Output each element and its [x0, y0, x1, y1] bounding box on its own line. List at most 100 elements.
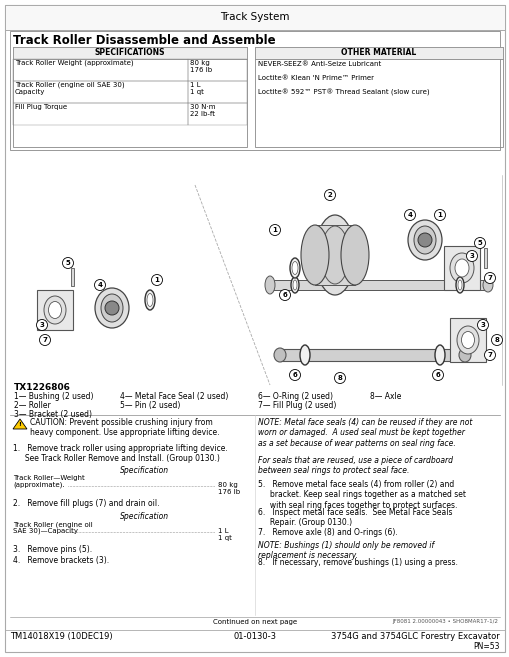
- Text: 1— Bushing (2 used): 1— Bushing (2 used): [14, 392, 93, 401]
- Text: PN=53: PN=53: [472, 642, 499, 651]
- Text: OTHER MATERIAL: OTHER MATERIAL: [341, 48, 416, 57]
- Ellipse shape: [457, 280, 461, 290]
- Text: 5: 5: [477, 240, 482, 246]
- Bar: [483, 248, 486, 268]
- Ellipse shape: [293, 280, 296, 290]
- Text: 4: 4: [407, 212, 412, 218]
- Text: Capacity: Capacity: [15, 89, 45, 95]
- Text: 7: 7: [42, 337, 47, 343]
- Text: 1 L: 1 L: [190, 82, 200, 88]
- Ellipse shape: [413, 226, 435, 254]
- Text: 4— Metal Face Seal (2 used): 4— Metal Face Seal (2 used): [120, 392, 228, 401]
- Text: 3— Bracket (2 used): 3— Bracket (2 used): [14, 410, 92, 419]
- Text: 22 lb-ft: 22 lb-ft: [190, 111, 215, 117]
- Text: 7.   Remove axle (8) and O-rings (6).: 7. Remove axle (8) and O-rings (6).: [258, 528, 397, 537]
- Text: 1 qt: 1 qt: [217, 535, 232, 541]
- Bar: [10, 31, 499, 150]
- Text: 8: 8: [337, 375, 342, 381]
- Text: Track Roller (engine oil: Track Roller (engine oil: [13, 521, 93, 528]
- Ellipse shape: [454, 259, 468, 277]
- Text: 3: 3: [469, 253, 473, 259]
- Text: 6: 6: [435, 372, 439, 378]
- Text: 7: 7: [487, 275, 492, 281]
- Circle shape: [476, 319, 488, 330]
- Ellipse shape: [147, 294, 153, 307]
- Text: NEVER-SEEZ® Anti-Seize Lubricant: NEVER-SEEZ® Anti-Seize Lubricant: [258, 61, 381, 67]
- Bar: [37, 290, 73, 330]
- Bar: [13, 81, 188, 103]
- Circle shape: [269, 225, 280, 235]
- Bar: [443, 246, 479, 290]
- Circle shape: [484, 350, 495, 361]
- Text: 8: 8: [494, 337, 498, 343]
- Circle shape: [151, 275, 162, 286]
- Text: SPECIFICATIONS: SPECIFICATIONS: [95, 48, 165, 57]
- Circle shape: [484, 273, 495, 284]
- Ellipse shape: [341, 225, 369, 285]
- Text: 6.   Inspect metal face seals.  See Metal Face Seals
     Repair. (Group 0130.): 6. Inspect metal face seals. See Metal F…: [258, 508, 451, 528]
- Ellipse shape: [48, 302, 62, 319]
- Ellipse shape: [458, 348, 470, 362]
- Text: Track Roller Weight (approximate): Track Roller Weight (approximate): [15, 60, 133, 66]
- Ellipse shape: [449, 253, 473, 283]
- Ellipse shape: [434, 345, 444, 365]
- Text: 7: 7: [487, 352, 492, 358]
- Text: NOTE: Metal face seals (4) can be reused if they are not
worn or damaged.  A use: NOTE: Metal face seals (4) can be reused…: [258, 418, 471, 448]
- Ellipse shape: [290, 258, 299, 278]
- Ellipse shape: [320, 226, 348, 284]
- Circle shape: [491, 334, 501, 346]
- Text: JF8081 2.00000043 • SHO8MAR17-1/2: JF8081 2.00000043 • SHO8MAR17-1/2: [391, 619, 497, 624]
- Text: SAE 30)—Capacity: SAE 30)—Capacity: [13, 528, 78, 535]
- Text: 1: 1: [437, 212, 442, 218]
- Circle shape: [473, 237, 485, 248]
- Text: 176 lb: 176 lb: [190, 67, 212, 73]
- Text: Track Roller—Weight: Track Roller—Weight: [13, 475, 84, 481]
- Text: 8.   If necessary, remove bushings (1) using a press.: 8. If necessary, remove bushings (1) usi…: [258, 558, 457, 567]
- Circle shape: [404, 210, 415, 221]
- Text: 1: 1: [154, 277, 159, 283]
- Circle shape: [466, 250, 476, 261]
- Text: 4: 4: [97, 282, 102, 288]
- Bar: [13, 47, 246, 147]
- Ellipse shape: [291, 277, 298, 293]
- Text: Loctite® 592™ PST® Thread Sealant (slow cure): Loctite® 592™ PST® Thread Sealant (slow …: [258, 89, 429, 96]
- Ellipse shape: [273, 348, 286, 362]
- Text: Loctite® Klean 'N Prime™ Primer: Loctite® Klean 'N Prime™ Primer: [258, 75, 373, 81]
- Bar: [13, 47, 246, 59]
- Ellipse shape: [299, 345, 309, 365]
- Circle shape: [94, 279, 105, 290]
- Text: 1.   Remove track roller using appropriate lifting device.
     See Track Roller: 1. Remove track roller using appropriate…: [13, 444, 228, 463]
- Text: 6: 6: [292, 372, 297, 378]
- Text: !: !: [18, 422, 21, 428]
- Text: 5: 5: [66, 260, 70, 266]
- Text: Track System: Track System: [220, 12, 289, 22]
- Ellipse shape: [265, 276, 274, 294]
- Circle shape: [432, 369, 443, 380]
- Text: 6— O-Ring (2 used): 6— O-Ring (2 used): [258, 392, 332, 401]
- Text: 3754G and 3754GLC Forestry Excavator: 3754G and 3754GLC Forestry Excavator: [331, 632, 499, 641]
- Text: 1: 1: [272, 227, 277, 233]
- Bar: [13, 103, 188, 125]
- Text: 6: 6: [282, 292, 287, 298]
- Text: 2: 2: [327, 192, 332, 198]
- Ellipse shape: [44, 296, 66, 324]
- Ellipse shape: [101, 294, 123, 322]
- Ellipse shape: [456, 326, 478, 354]
- Text: CAUTION: Prevent possible crushing injury from
heavy component. Use appropriate : CAUTION: Prevent possible crushing injur…: [30, 418, 219, 438]
- Bar: [13, 59, 188, 81]
- Polygon shape: [13, 419, 27, 429]
- Bar: [71, 268, 74, 286]
- Bar: [188, 103, 246, 125]
- Circle shape: [434, 210, 445, 221]
- Bar: [269, 280, 489, 290]
- Text: 5.   Remove metal face seals (4) from roller (2) and
     bracket. Keep seal rin: 5. Remove metal face seals (4) from roll…: [258, 480, 465, 510]
- Text: For seals that are reused, use a piece of cardboard
between seal rings to protec: For seals that are reused, use a piece o…: [258, 456, 452, 476]
- Bar: [449, 318, 485, 362]
- Ellipse shape: [407, 220, 441, 260]
- Text: 01-0130-3: 01-0130-3: [233, 632, 276, 641]
- Text: Fill Plug Torque: Fill Plug Torque: [15, 104, 67, 110]
- Text: 2.   Remove fill plugs (7) and drain oil.: 2. Remove fill plugs (7) and drain oil.: [13, 499, 159, 508]
- Bar: [254, 47, 502, 147]
- Text: 3: 3: [40, 322, 44, 328]
- Ellipse shape: [315, 215, 354, 295]
